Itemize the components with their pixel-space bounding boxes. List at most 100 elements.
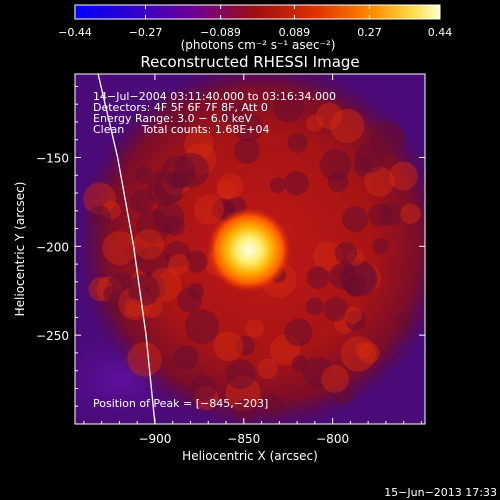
- colorbar-ticks: −0.44 −0.27 −0.089 0.089 0.27 0.44: [58, 5, 452, 39]
- mottle-spot: [245, 319, 265, 338]
- mottle-spot: [263, 395, 284, 416]
- colorbar-tick-label: −0.44: [58, 26, 92, 39]
- mottle-spot: [332, 383, 354, 405]
- peak-position-label: Position of Peak = [−845,−203]: [93, 397, 268, 410]
- x-axis-label: Heliocentric X (arcsec): [182, 449, 318, 463]
- mottle-spot: [344, 306, 362, 324]
- mottle-spot: [130, 189, 154, 214]
- mottle-spot: [316, 102, 343, 130]
- info-detectors: Detectors: 4F 5F 6F 7F 8F, Att 0: [93, 101, 268, 114]
- mottle-spot: [330, 108, 365, 144]
- info-clean-counts: Clean Total counts: 1.68E+04: [93, 123, 270, 136]
- mottle-spot: [164, 241, 191, 268]
- mottle-spot: [164, 215, 185, 236]
- mottle-spot: [319, 149, 352, 181]
- x-tick-label: −850: [227, 432, 260, 446]
- mottle-spot: [257, 358, 278, 379]
- mottle-spot: [323, 297, 349, 322]
- mottle-spot: [345, 310, 366, 331]
- mottle-spot: [340, 336, 376, 372]
- mottle-spot: [305, 297, 324, 316]
- colorbar-tick-label: 0.27: [357, 26, 382, 39]
- info-energy-range: Energy Range: 3.0 − 6.0 keV: [93, 112, 253, 125]
- emission-mottle: [83, 91, 421, 423]
- mottle-spot: [173, 345, 199, 371]
- mottle-spot: [269, 177, 286, 194]
- mottle-spot: [190, 374, 217, 402]
- mottle-spot: [287, 132, 308, 153]
- mottle-spot: [232, 399, 257, 423]
- mottle-spot: [134, 165, 153, 184]
- mottle-spot: [177, 287, 203, 313]
- mottle-spot: [234, 113, 264, 142]
- mottle-spot: [185, 250, 208, 273]
- mottle-spot: [161, 95, 194, 129]
- mottle-spot: [313, 241, 344, 272]
- mottle-spot: [184, 129, 214, 159]
- mottle-spot: [225, 359, 256, 390]
- mottle-spot: [83, 182, 116, 216]
- mottle-spot: [127, 342, 162, 377]
- x-tick-label: −800: [316, 432, 349, 446]
- y-axis-label: Heliocentric Y (arcsec): [13, 182, 27, 317]
- mottle-spot: [235, 336, 256, 356]
- axis-ticks: −900 −850 −800 −250 −200 −150: [36, 74, 425, 446]
- mottle-spot: [358, 342, 380, 364]
- mottle-spot: [329, 262, 357, 290]
- mottle-spot: [168, 254, 190, 276]
- mottle-spot: [193, 194, 224, 225]
- x-tick-label: −900: [138, 432, 171, 446]
- mottle-spot: [233, 138, 260, 165]
- info-time-range: 14−Jul−2004 03:11:40.000 to 03:16:34.000: [93, 90, 336, 103]
- mottle-spot: [354, 142, 386, 174]
- colorbar-tick-label: −0.27: [129, 26, 163, 39]
- image-plot: [75, 74, 425, 424]
- mottle-spot: [273, 91, 304, 123]
- mottle-spot: [354, 341, 372, 359]
- mottle-spot: [213, 331, 244, 362]
- mottle-spot: [161, 155, 195, 189]
- colorbar: −0.44 −0.27 −0.089 0.089 0.27 0.44 (photons c…: [58, 4, 452, 52]
- mottle-spot: [364, 166, 395, 197]
- solar-limb-curve: [97, 74, 156, 424]
- mottle-spot: [87, 205, 111, 229]
- mottle-spot: [372, 238, 389, 255]
- mottle-spot: [102, 286, 121, 304]
- y-tick-label: −250: [36, 329, 69, 343]
- mottle-spot: [305, 115, 324, 133]
- mottle-spot: [284, 170, 309, 196]
- mottle-spot: [394, 311, 412, 330]
- colorbar-tick-label: 0.089: [279, 26, 311, 39]
- mottle-spot: [217, 173, 244, 200]
- y-tick-label: −200: [36, 240, 69, 254]
- mottle-spot: [102, 230, 137, 266]
- colorbar-frame: [74, 4, 441, 20]
- mottle-spot: [184, 309, 220, 344]
- mottle-spot: [128, 274, 160, 306]
- colorbar-tick-label: −0.089: [200, 26, 241, 39]
- observation-info: 14−Jul−2004 03:11:40.000 to 03:16:34.000…: [93, 90, 336, 136]
- mottle-spot: [334, 241, 358, 265]
- mottle-spot: [379, 202, 403, 226]
- mottle-spot: [321, 365, 349, 393]
- mottle-spot: [216, 180, 236, 200]
- mottle-spot: [136, 209, 171, 244]
- colorbar-gradient: [75, 5, 440, 19]
- colorbar-units-label: (photons cm⁻² s⁻¹ asec⁻²): [181, 38, 336, 52]
- plot-frame: [74, 73, 426, 425]
- y-tick-label: −150: [36, 152, 69, 166]
- mottle-spot: [133, 229, 164, 260]
- mottle-spot: [284, 318, 313, 347]
- mottle-spot: [138, 245, 170, 277]
- mottle-spot: [342, 206, 369, 233]
- mottle-spot: [400, 203, 421, 225]
- mottle-spot: [388, 161, 418, 191]
- peak-source: [207, 208, 291, 292]
- mottle-spot: [302, 356, 334, 388]
- mottle-spot: [124, 298, 143, 317]
- mottle-spot: [306, 266, 330, 289]
- chart-title: Reconstructed RHESSI Image: [140, 53, 359, 71]
- footer-date: 15−Jun−2013 17:33: [384, 486, 497, 499]
- colorbar-tick-label: 0.44: [428, 26, 453, 39]
